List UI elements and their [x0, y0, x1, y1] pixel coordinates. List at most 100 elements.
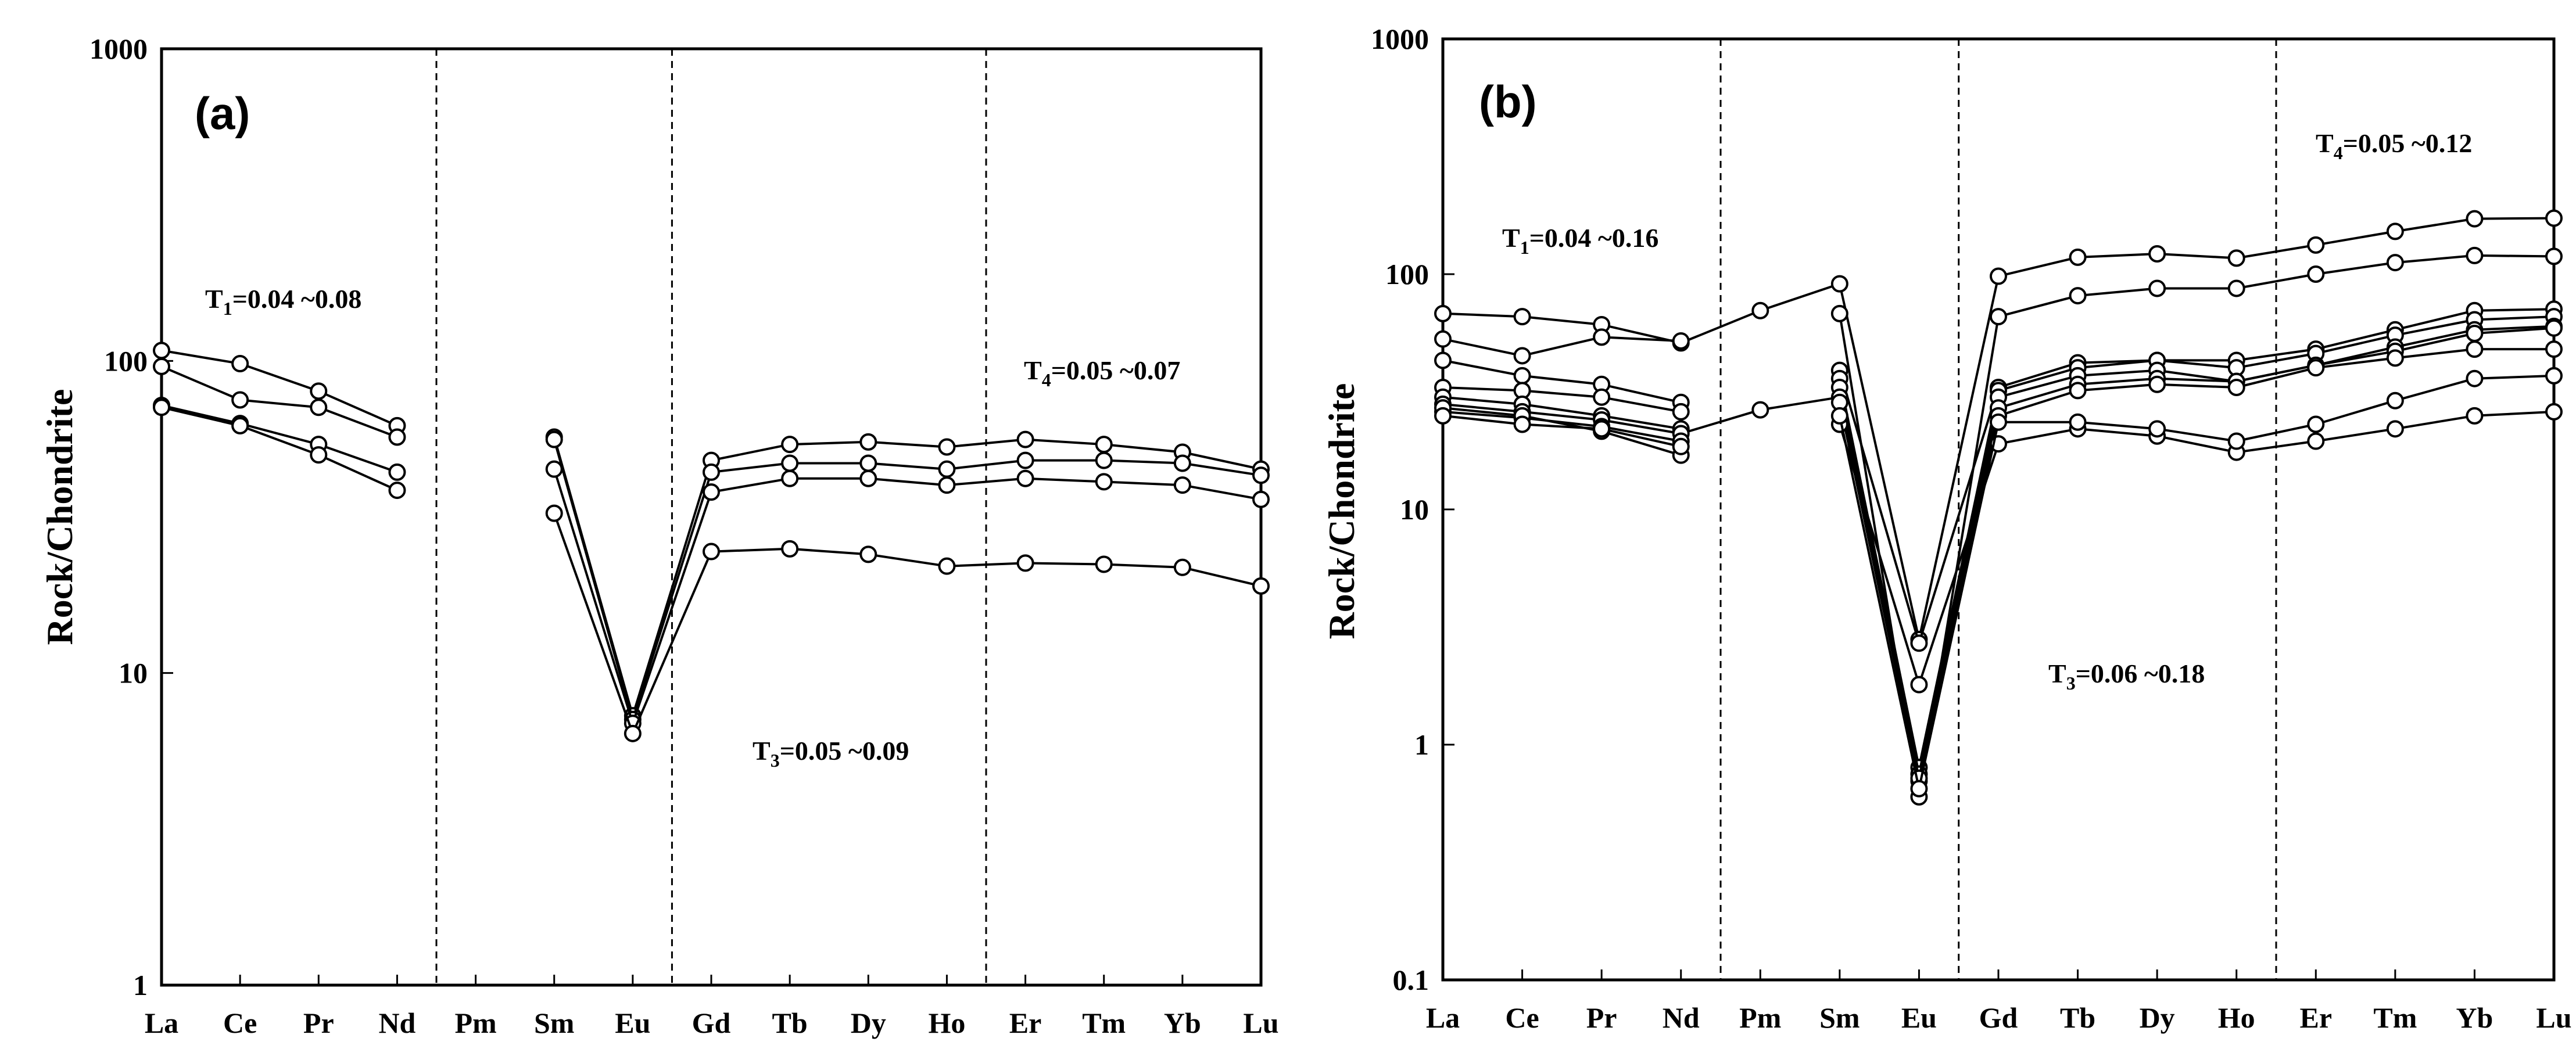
series-line: [1838, 325, 2554, 775]
x-tick-label-dy: Dy: [2140, 1001, 2175, 1034]
data-point-ho: [938, 476, 956, 494]
annotation-subscript: 1: [223, 298, 232, 319]
data-point-la: [1434, 351, 1452, 369]
x-tick-labels: La Ce Pr Nd Pm Sm Eu Gd Tb Dy Ho Er Tm Yb Lu: [1426, 1001, 2572, 1034]
data-point-lu: [2545, 340, 2563, 358]
data-point-dy: [859, 433, 877, 451]
data-point-gd: [703, 543, 720, 561]
data-point-lu: [2545, 367, 2563, 385]
annotation-subscript: 3: [2066, 673, 2076, 694]
series-layer: [153, 342, 1270, 742]
annotation-t1: T1=0.04 ~0.08: [205, 284, 361, 319]
annotation-symbol: T: [753, 736, 771, 766]
x-tick-label-tb: Tb: [772, 1007, 808, 1039]
data-point-tm: [2386, 420, 2404, 438]
divider-lines: [1719, 39, 2277, 980]
annotation-range: =0.05 ~0.07: [1051, 355, 1181, 385]
series-1: [1434, 209, 2563, 648]
x-tick-label-ho: Ho: [2218, 1001, 2255, 1034]
x-tick-label-tb: Tb: [2060, 1001, 2095, 1034]
data-point-pm: [1751, 301, 1769, 319]
series-line: [161, 365, 398, 439]
data-point-dy: [859, 469, 877, 487]
x-tick-label-ho: Ho: [928, 1007, 965, 1039]
y-tick-labels: 0.1 1 10 100 1000: [1371, 23, 1429, 996]
data-point-nd: [1672, 403, 1690, 421]
annotation-range: =0.05 ~0.12: [2343, 128, 2473, 158]
x-tick-label-er: Er: [2300, 1001, 2333, 1034]
y-tick-label: 1000: [1371, 23, 1429, 55]
x-tick-label-lu: Lu: [2536, 1001, 2571, 1034]
data-point-er: [1016, 469, 1034, 487]
data-point-yb: [1173, 454, 1191, 472]
series-line: [553, 436, 1262, 717]
series-4: [153, 398, 1270, 742]
annotation-subscript: 3: [771, 750, 780, 771]
data-point-tb: [781, 469, 799, 487]
panel-label: (a): [195, 88, 250, 139]
data-point-lu: [2545, 247, 2563, 265]
data-point-tm: [2386, 391, 2404, 410]
x-tick-label-pm: Pm: [454, 1007, 496, 1039]
annotation-symbol: T: [2048, 659, 2066, 688]
data-point-tb: [781, 540, 799, 558]
series-line: [161, 349, 398, 427]
data-point-er: [1016, 430, 1034, 448]
series-8: [1434, 399, 2563, 694]
data-point-lu: [2545, 319, 2563, 337]
data-point-eu: [1910, 780, 1928, 798]
annotation-symbol: T: [1024, 355, 1042, 385]
data-point-ho: [938, 557, 956, 575]
series-line: [1442, 407, 1682, 457]
panel-label: (b): [1479, 76, 1537, 127]
data-point-la: [1434, 304, 1452, 322]
series-line: [1838, 308, 2554, 645]
data-point-er: [1016, 554, 1034, 572]
annotation-subscript: 4: [1042, 369, 1051, 390]
axis-ticks: [1442, 38, 2555, 981]
x-tick-label-gd: Gd: [692, 1007, 731, 1039]
data-point-yb: [2466, 407, 2484, 425]
annotation-symbol: T: [1502, 223, 1520, 253]
annotation-symbol: T: [2316, 128, 2334, 158]
data-point-er: [2307, 432, 2325, 450]
y-tick-label: 0.1: [1393, 964, 1429, 996]
y-tick-label: 1000: [89, 33, 148, 65]
x-tick-label-ce: Ce: [1505, 1001, 1539, 1034]
y-tick-label: 1: [1414, 728, 1429, 761]
data-point-lu: [1252, 577, 1270, 595]
x-tick-label-er: Er: [1009, 1007, 1042, 1039]
data-point-ho: [2227, 279, 2245, 297]
series-line: [553, 469, 1262, 725]
y-tick-label: 10: [119, 657, 148, 689]
data-point-dy: [2148, 279, 2166, 297]
x-tick-label-nd: Nd: [378, 1007, 415, 1039]
y-axis-label: Rock/Chondrite: [39, 389, 80, 645]
series-2: [153, 357, 1270, 728]
y-tick-label: 1: [133, 969, 148, 1001]
data-point-la: [1434, 330, 1452, 348]
divider-lines: [435, 49, 987, 985]
annotation-range: =0.06 ~0.18: [2076, 659, 2205, 688]
x-tick-label-gd: Gd: [1979, 1001, 2018, 1034]
data-point-eu: [1910, 634, 1928, 652]
annotation-t1: T1=0.04 ~0.16: [1502, 223, 1658, 258]
annotation-t4: T4=0.05 ~0.07: [1024, 355, 1180, 390]
data-point-tm: [2386, 254, 2404, 272]
data-point-tb: [2069, 382, 2087, 400]
x-tick-label-ce: Ce: [223, 1007, 257, 1039]
data-point-la: [153, 342, 170, 360]
data-point-ho: [2227, 249, 2245, 267]
data-point-ce: [231, 391, 249, 409]
series-line: [1838, 315, 2554, 769]
data-point-er: [2307, 415, 2325, 433]
data-point-ce: [1513, 367, 1531, 385]
data-point-pr: [1593, 388, 1611, 406]
series-line: [553, 439, 1262, 721]
series-line: [1442, 386, 1682, 413]
series-layer: [1434, 209, 2563, 806]
data-point-gd: [703, 483, 720, 501]
data-point-dy: [2148, 375, 2166, 393]
data-point-la: [153, 398, 170, 416]
